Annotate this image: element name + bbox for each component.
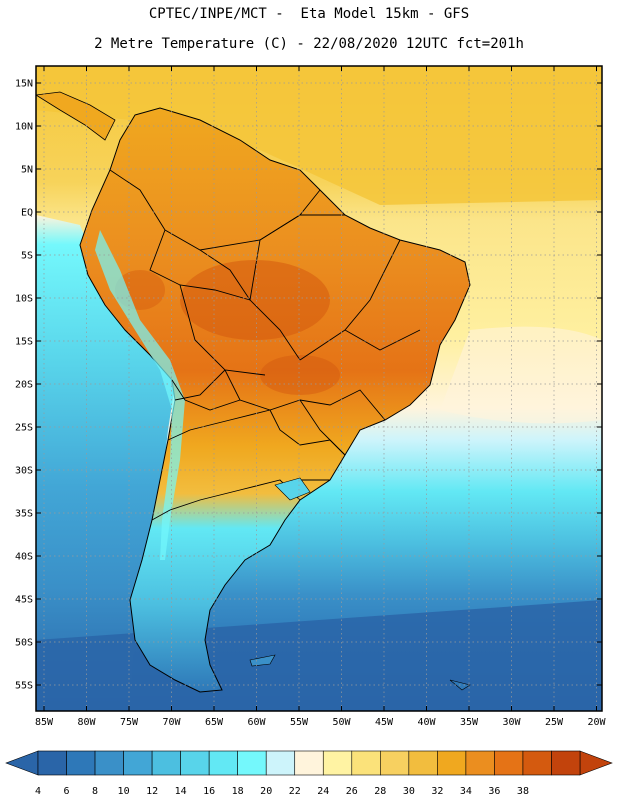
central-america-landmass — [36, 91, 116, 141]
colorbar-box — [322, 750, 353, 776]
colorbar-low-arrow — [5, 750, 39, 776]
colorbar-label: 14 — [175, 786, 187, 797]
colorbar-box — [151, 750, 181, 776]
colorbar-box — [66, 750, 96, 776]
country-borders — [109, 169, 421, 521]
lon-label-20w: 20W — [587, 717, 606, 728]
subtropical-atlantic-field — [440, 326, 602, 424]
andes-cool-zone — [95, 230, 185, 560]
longitude-labels: 85W 80W 75W 70W 65W 60W 55W 50W 45W 40W 35W 30W 25W 2… — [35, 717, 607, 728]
lon-label-50w: 50W — [332, 717, 351, 728]
map-ticks — [36, 66, 602, 711]
lon-label-65w: 65W — [205, 717, 224, 728]
lon-label-45w: 45W — [375, 717, 394, 728]
colorbar-box — [437, 750, 467, 776]
colorbar-labels: 4 6 8 10 12 14 16 18 20 22 24 26 28 30 32 34 36 38 — [35, 786, 529, 797]
tropical-north-field — [36, 66, 602, 205]
lat-label-10s: 10S — [15, 294, 33, 305]
colorbar-label: 36 — [488, 786, 500, 797]
colorbar-label: 22 — [289, 786, 301, 797]
lat-label-15s: 15S — [15, 337, 33, 348]
colorbar-box — [380, 750, 410, 776]
hot-zone-pantanal — [260, 355, 340, 395]
island-falklands — [249, 654, 276, 667]
lon-label-30w: 30W — [502, 717, 521, 728]
colorbar-box — [265, 750, 296, 776]
temperature-colorbar: 4 6 8 10 12 14 16 18 20 22 24 26 28 30 32 34 36 38 — [5, 750, 613, 797]
colorbar-box — [208, 750, 238, 776]
colorbar-label: 32 — [431, 786, 443, 797]
lon-label-35w: 35W — [460, 717, 479, 728]
lat-label-eq: EQ — [21, 208, 33, 219]
map-title-line-2: 2 Metre Temperature (C) - 22/08/2020 12U… — [94, 36, 524, 52]
colorbar-label: 8 — [92, 786, 98, 797]
colorbar-label: 20 — [260, 786, 272, 797]
colorbar-label: 38 — [517, 786, 529, 797]
colorbar-label: 30 — [403, 786, 415, 797]
lon-label-55w: 55W — [290, 717, 309, 728]
colorbar-box — [494, 750, 524, 776]
lon-label-75w: 75W — [120, 717, 139, 728]
colorbar-box — [522, 750, 552, 776]
colorbar-label: 26 — [346, 786, 358, 797]
colorbar-box — [351, 750, 381, 776]
lat-label-45s: 45S — [15, 595, 33, 606]
map-frame — [35, 65, 603, 712]
colorbar-box — [37, 750, 67, 776]
lon-label-85w: 85W — [35, 717, 54, 728]
colorbar-box — [94, 750, 124, 776]
map-fields — [36, 66, 602, 711]
lat-label-25s: 25S — [15, 423, 33, 434]
lon-label-80w: 80W — [77, 717, 96, 728]
hot-zone-central — [180, 260, 330, 340]
colorbar-label: 16 — [203, 786, 215, 797]
map-title-line-1: CPTEC/INPE/MCT - Eta Model 15km - GFS — [148, 6, 470, 22]
colorbar-label: 28 — [374, 786, 386, 797]
colorbar-label: 12 — [146, 786, 158, 797]
colorbar-box — [294, 750, 324, 776]
colorbar-label: 6 — [64, 786, 70, 797]
colorbar-box — [465, 750, 495, 776]
lat-label-30s: 30S — [15, 466, 33, 477]
colorbar-label: 34 — [460, 786, 472, 797]
lat-label-15n: 15N — [15, 79, 33, 90]
lon-label-60w: 60W — [247, 717, 266, 728]
lon-label-25w: 25W — [545, 717, 564, 728]
lat-label-50s: 50S — [15, 638, 33, 649]
lat-label-20s: 20S — [15, 380, 33, 391]
colorbar-high-arrow — [579, 750, 613, 776]
lon-label-70w: 70W — [162, 717, 181, 728]
latitude-labels: 15N 10N 5N EQ 5S 10S 15S 20S 25S 30S 35S 40S 45S 50S 5… — [15, 79, 33, 692]
lagoon — [274, 477, 311, 501]
lat-label-5s: 5S — [21, 251, 33, 262]
lat-label-10n: 10N — [15, 122, 33, 133]
lat-label-55s: 55S — [15, 681, 33, 692]
lon-label-40w: 40W — [417, 717, 436, 728]
colorbar-boxes — [37, 750, 581, 776]
colorbar-label: 24 — [317, 786, 329, 797]
colorbar-label: 4 — [35, 786, 41, 797]
colorbar-label: 18 — [232, 786, 244, 797]
lat-label-40s: 40S — [15, 552, 33, 563]
colorbar-box — [123, 750, 153, 776]
colorbar-box — [237, 750, 267, 776]
colorbar-box — [408, 750, 438, 776]
colorbar-box — [180, 750, 210, 776]
lat-label-5n: 5N — [21, 165, 33, 176]
colorbar-box — [551, 750, 581, 776]
lat-label-35s: 35S — [15, 509, 33, 520]
colorbar-label: 10 — [118, 786, 130, 797]
